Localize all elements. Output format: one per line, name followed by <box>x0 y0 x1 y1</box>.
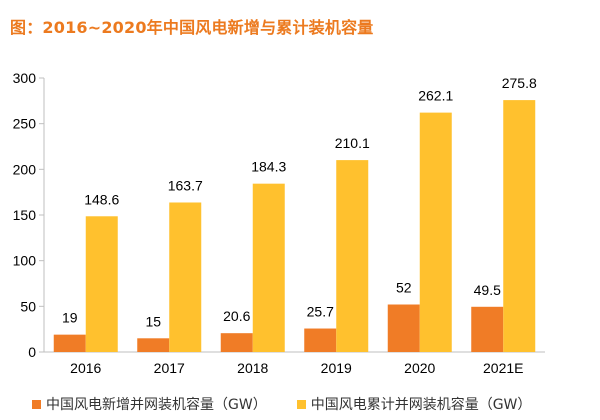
bar-cumulative <box>503 100 536 353</box>
legend: 中国风电新增并网装机容量（GW） 中国风电累计并网装机容量（GW） <box>32 394 561 414</box>
y-tick-label: 250 <box>13 116 37 132</box>
legend-label-cumulative: 中国风电累计并网装机容量（GW） <box>310 397 532 413</box>
data-label-cumulative: 262.1 <box>418 88 453 104</box>
bar-new <box>387 304 420 352</box>
y-tick-label: 0 <box>28 344 36 360</box>
bar-cumulative <box>419 112 452 353</box>
x-tick-label: 2016 <box>70 360 101 376</box>
data-label-new: 49.5 <box>474 282 501 298</box>
y-tick-label: 50 <box>20 298 36 314</box>
data-label-cumulative: 210.1 <box>335 135 370 151</box>
data-label-cumulative: 148.6 <box>84 191 119 207</box>
data-label-cumulative: 163.7 <box>168 177 203 193</box>
bar-new <box>53 334 86 352</box>
bar-cumulative <box>169 202 202 352</box>
bar-chart: 0 50 100 150 200 250 300 19 148.6 2016 15 163.7 2017… <box>13 70 545 376</box>
legend-swatch-cumulative <box>296 399 306 409</box>
legend-item-new: 中国风电新增并网装机容量（GW） <box>32 394 267 414</box>
y-tick-label: 300 <box>13 70 37 86</box>
bar-new <box>304 328 337 352</box>
x-tick-label: 2017 <box>154 360 185 376</box>
data-label-new: 19 <box>62 310 78 326</box>
bar-cumulative <box>85 216 118 352</box>
chart-title: 图：2016~2020年中国风电新增与累计装机容量 <box>10 18 374 37</box>
bar-new <box>220 333 253 352</box>
y-tick-label: 150 <box>13 207 37 223</box>
data-label-new: 52 <box>396 280 412 296</box>
x-tick-label: 2021E <box>483 360 523 376</box>
legend-label-new: 中国风电新增并网装机容量（GW） <box>46 397 267 413</box>
data-label-new: 25.7 <box>307 304 334 320</box>
bar-new <box>471 306 504 352</box>
x-tick-label: 2018 <box>237 360 268 376</box>
y-tick-label: 100 <box>13 253 37 269</box>
bar-new <box>137 338 170 352</box>
y-tick-label: 200 <box>13 161 37 177</box>
data-label-cumulative: 184.3 <box>251 159 286 175</box>
legend-item-cumulative: 中国风电累计并网装机容量（GW） <box>296 394 532 414</box>
data-label-new: 20.6 <box>223 308 250 324</box>
data-label-cumulative: 275.8 <box>502 75 537 91</box>
legend-swatch-new <box>32 399 41 409</box>
bar-cumulative <box>252 183 285 352</box>
data-label-new: 15 <box>145 313 161 329</box>
x-tick-label: 2019 <box>321 360 352 376</box>
bar-cumulative <box>336 160 369 352</box>
x-tick-label: 2020 <box>404 360 435 376</box>
